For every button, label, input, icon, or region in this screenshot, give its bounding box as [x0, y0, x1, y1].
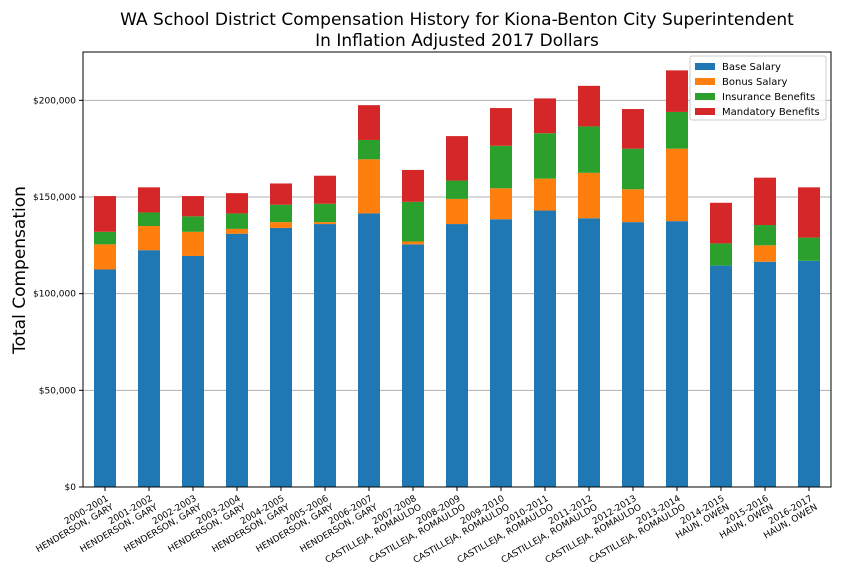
bar-insurance-benefits — [226, 213, 248, 229]
bar-base-salary — [490, 219, 512, 487]
bar-mandatory-benefits — [446, 136, 468, 181]
chart-subtitle: In Inflation Adjusted 2017 Dollars — [315, 31, 599, 51]
bar-base-salary — [226, 233, 248, 487]
bar-base-salary — [446, 224, 468, 488]
y-tick-label: $150,000 — [33, 193, 76, 203]
bar-insurance-benefits — [182, 216, 204, 232]
legend-swatch — [695, 93, 715, 100]
legend-swatch — [695, 108, 715, 115]
bar-mandatory-benefits — [94, 196, 116, 232]
legend: Base Salary Bonus Salary Insurance Benefit… — [689, 55, 827, 121]
bar-base-salary — [182, 255, 204, 487]
legend-label: Base Salary — [722, 62, 781, 73]
y-tick-label: $100,000 — [33, 290, 76, 300]
x-tick-label: 2000-2001HENDERSON, GARY — [30, 494, 116, 555]
bar-base-salary — [798, 260, 820, 487]
bar-base-salary — [94, 269, 116, 487]
x-axis-ticks: 2000-2001HENDERSON, GARY2001-2002HENDERS… — [30, 487, 820, 566]
chart-title: WA School District Compensation History … — [120, 10, 794, 30]
bar-mandatory-benefits — [754, 177, 776, 226]
bar-base-salary — [578, 218, 600, 487]
bar-insurance-benefits — [446, 180, 468, 199]
bar-bonus-salary — [578, 172, 600, 219]
bar-insurance-benefits — [402, 201, 424, 242]
bar-mandatory-benefits — [270, 183, 292, 205]
bar-bonus-salary — [270, 222, 292, 228]
bar-base-salary — [622, 222, 644, 487]
bar-mandatory-benefits — [402, 169, 424, 202]
bar-mandatory-benefits — [138, 187, 160, 213]
bar-mandatory-benefits — [490, 108, 512, 146]
bar-mandatory-benefits — [578, 85, 600, 127]
bar-bonus-salary — [138, 226, 160, 251]
bar-insurance-benefits — [578, 126, 600, 173]
bar-insurance-benefits — [490, 145, 512, 189]
bar-insurance-benefits — [622, 148, 644, 190]
bar-bonus-salary — [534, 178, 556, 211]
bar-insurance-benefits — [270, 204, 292, 223]
bar-mandatory-benefits — [358, 105, 380, 140]
bar-mandatory-benefits — [226, 193, 248, 214]
bar-bonus-salary — [226, 228, 248, 234]
y-tick-label: $50,000 — [39, 386, 76, 396]
bar-bonus-salary — [446, 198, 468, 225]
bar-bonus-salary — [622, 189, 644, 223]
bar-mandatory-benefits — [314, 175, 336, 204]
bars — [94, 70, 820, 488]
bar-bonus-salary — [182, 231, 204, 256]
bar-base-salary — [314, 224, 336, 488]
bar-base-salary — [666, 221, 688, 487]
bar-insurance-benefits — [534, 133, 556, 179]
y-tick-label: $200,000 — [33, 96, 76, 106]
bar-insurance-benefits — [666, 111, 688, 149]
legend-swatch — [695, 78, 715, 85]
bar-bonus-salary — [754, 245, 776, 262]
bar-base-salary — [710, 265, 732, 487]
legend-label: Mandatory Benefits — [722, 107, 820, 118]
bar-mandatory-benefits — [534, 98, 556, 134]
legend-label: Bonus Salary — [722, 77, 788, 88]
bar-mandatory-benefits — [182, 196, 204, 217]
y-tick-label: $0 — [65, 483, 77, 493]
bar-insurance-benefits — [314, 203, 336, 223]
bar-base-salary — [534, 210, 556, 488]
bar-bonus-salary — [490, 188, 512, 220]
bar-bonus-salary — [402, 241, 424, 245]
bar-mandatory-benefits — [622, 109, 644, 149]
bar-insurance-benefits — [94, 231, 116, 245]
bar-mandatory-benefits — [710, 202, 732, 244]
bar-mandatory-benefits — [666, 70, 688, 112]
legend-box — [689, 55, 827, 121]
bar-insurance-benefits — [358, 139, 380, 160]
bar-insurance-benefits — [138, 212, 160, 226]
bar-bonus-salary — [314, 222, 336, 225]
bar-bonus-salary — [94, 244, 116, 270]
legend-label: Insurance Benefits — [722, 92, 815, 103]
legend-swatch — [695, 63, 715, 70]
bar-insurance-benefits — [798, 237, 820, 261]
y-axis-label: Total Compensation — [10, 186, 30, 355]
bar-insurance-benefits — [710, 243, 732, 266]
bar-base-salary — [754, 261, 776, 487]
y-axis-ticks: $0 $50,000 $100,000 $150,000 $200,000 — [33, 96, 83, 493]
bar-base-salary — [358, 213, 380, 487]
bar-insurance-benefits — [754, 225, 776, 246]
bar-bonus-salary — [358, 159, 380, 214]
bar-bonus-salary — [666, 148, 688, 222]
bar-base-salary — [402, 244, 424, 487]
bar-base-salary — [270, 227, 292, 487]
bar-base-salary — [138, 250, 160, 487]
bar-mandatory-benefits — [798, 187, 820, 238]
